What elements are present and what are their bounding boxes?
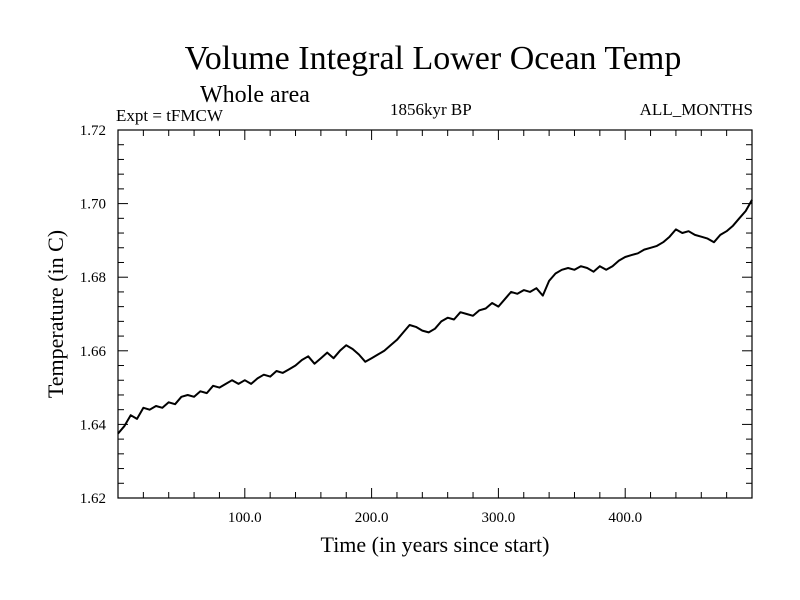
chart-title: Volume Integral Lower Ocean Temp bbox=[184, 40, 682, 77]
tick-labels: 100.0 200.0 300.0 400.0 1.62 1.64 1.66 1.68 1.70… bbox=[80, 123, 642, 526]
y-tick-label: 1.64 bbox=[80, 417, 107, 433]
axis-ticks bbox=[118, 130, 752, 498]
y-tick-label: 1.62 bbox=[80, 491, 106, 507]
temperature-series-line bbox=[117, 199, 753, 435]
x-axis-label: Time (in years since start) bbox=[321, 532, 550, 557]
months-label: ALL_MONTHS bbox=[639, 100, 753, 119]
experiment-label: Expt = tFMCW bbox=[116, 106, 223, 125]
x-tick-label: 400.0 bbox=[608, 510, 642, 526]
x-tick-label: 300.0 bbox=[482, 510, 516, 526]
x-tick-label: 100.0 bbox=[228, 510, 262, 526]
x-tick-label: 200.0 bbox=[355, 510, 389, 526]
y-tick-label: 1.72 bbox=[80, 123, 106, 139]
period-label: 1856kyr BP bbox=[390, 100, 472, 119]
y-tick-label: 1.70 bbox=[80, 197, 106, 213]
y-axis-label: Temperature (in C) bbox=[43, 230, 68, 398]
y-tick-label: 1.68 bbox=[80, 270, 106, 286]
chart-subtitle: Whole area bbox=[200, 82, 310, 108]
y-tick-label: 1.66 bbox=[80, 344, 107, 360]
plot-frame bbox=[117, 129, 753, 499]
